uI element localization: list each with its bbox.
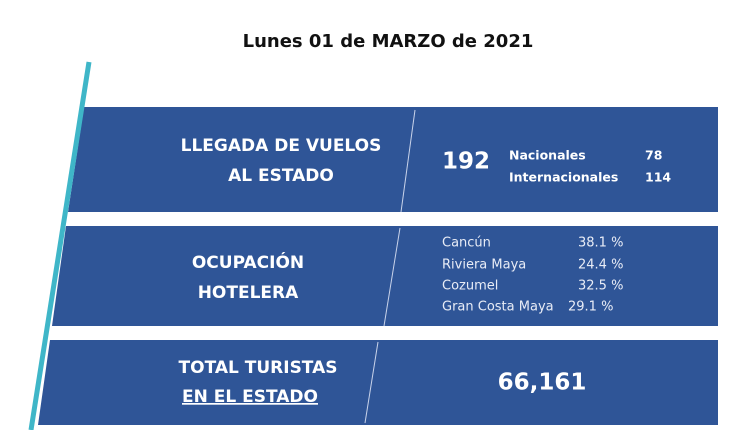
item-value: 114 (645, 170, 671, 185)
item-value: 38.1 % (578, 236, 623, 251)
accent-line (28, 61, 92, 430)
item-value: 78 (645, 148, 662, 163)
item-name: Cozumel (442, 279, 498, 294)
panel-flights (68, 107, 718, 212)
item-name: Gran Costa Maya (442, 300, 554, 315)
panel-label: AL ESTADO (228, 166, 334, 186)
item-value: 29.1 % (568, 300, 613, 315)
panel-hotels (52, 226, 718, 326)
item-name: Cancún (442, 236, 491, 251)
panel-label: LLEGADA DE VUELOS (181, 136, 382, 156)
item-name: Riviera Maya (442, 258, 526, 273)
item-name: Internacionales (509, 170, 618, 185)
title: Lunes 01 de MARZO de 2021 (243, 31, 534, 52)
panel-label: EN EL ESTADO (182, 387, 318, 407)
item-value: 32.5 % (578, 279, 623, 294)
divider (383, 227, 401, 327)
divider (400, 109, 416, 213)
panel-label: TOTAL TURISTAS (179, 358, 338, 378)
item-name: Nacionales (509, 148, 586, 163)
panel-label: OCUPACIÓN (192, 251, 304, 273)
item-value: 24.4 % (578, 258, 623, 273)
divider (364, 341, 379, 424)
panel-tourists (38, 340, 718, 425)
total-value: 192 (442, 149, 490, 175)
total-value: 66,161 (498, 370, 587, 396)
panel-label: HOTELERA (198, 283, 299, 303)
